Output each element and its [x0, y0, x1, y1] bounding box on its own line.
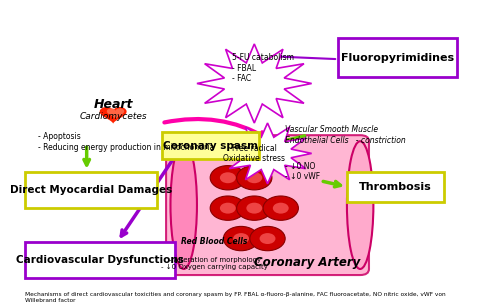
Circle shape	[233, 233, 249, 244]
Circle shape	[236, 196, 272, 220]
Ellipse shape	[347, 141, 374, 269]
FancyBboxPatch shape	[347, 172, 444, 202]
Circle shape	[246, 203, 262, 214]
Circle shape	[220, 172, 236, 183]
Circle shape	[210, 196, 246, 220]
Text: Free radical
Oxidative stress: Free radical Oxidative stress	[224, 144, 286, 163]
FancyBboxPatch shape	[25, 242, 175, 278]
Polygon shape	[224, 123, 312, 184]
Text: 5-FU catabolism
- FBAL
- FAC: 5-FU catabolism - FBAL - FAC	[232, 53, 294, 83]
Circle shape	[273, 203, 288, 214]
Text: Coronary spasm: Coronary spasm	[162, 141, 258, 151]
Circle shape	[260, 233, 276, 244]
FancyBboxPatch shape	[25, 172, 158, 208]
Text: Fluoropyrimidines: Fluoropyrimidines	[341, 52, 454, 63]
Circle shape	[224, 226, 258, 251]
Circle shape	[210, 165, 246, 190]
FancyBboxPatch shape	[338, 38, 457, 77]
Polygon shape	[197, 44, 312, 123]
FancyBboxPatch shape	[166, 135, 369, 275]
Text: Red Blood Cells: Red Blood Cells	[182, 237, 248, 246]
Text: - ↓0 NO
- ↓0 vWF: - ↓0 NO - ↓0 vWF	[285, 162, 320, 181]
Circle shape	[246, 172, 262, 183]
Polygon shape	[107, 108, 124, 119]
Text: - Alteration of morphology
- ↓0 Oxygen carrying capacity: - Alteration of morphology - ↓0 Oxygen c…	[161, 257, 268, 270]
Text: Heart: Heart	[94, 98, 133, 111]
Text: - Apoptosis
- Reducing energy production in mitochondria: - Apoptosis - Reducing energy production…	[38, 132, 214, 152]
Circle shape	[236, 165, 272, 190]
Text: Direct Myocardial Damages: Direct Myocardial Damages	[10, 185, 172, 195]
Circle shape	[250, 226, 285, 251]
Text: Vascular Smooth Muscle
Endothelial Cells   - constriction: Vascular Smooth Muscle Endothelial Cells…	[285, 126, 406, 145]
Circle shape	[263, 196, 298, 220]
Text: Cardiovascular Dysfunctions: Cardiovascular Dysfunctions	[16, 255, 184, 265]
Ellipse shape	[170, 141, 197, 269]
Text: Coronary Artery: Coronary Artery	[254, 256, 360, 269]
Text: Thrombosis: Thrombosis	[359, 182, 432, 192]
Circle shape	[220, 203, 236, 214]
FancyBboxPatch shape	[162, 132, 258, 160]
Text: Mechanisms of direct cardiovascular toxicities and coronary spasm by FP. FBAL α-: Mechanisms of direct cardiovascular toxi…	[25, 292, 446, 303]
Text: Cardiomycetes: Cardiomycetes	[80, 112, 147, 122]
Polygon shape	[100, 107, 126, 124]
